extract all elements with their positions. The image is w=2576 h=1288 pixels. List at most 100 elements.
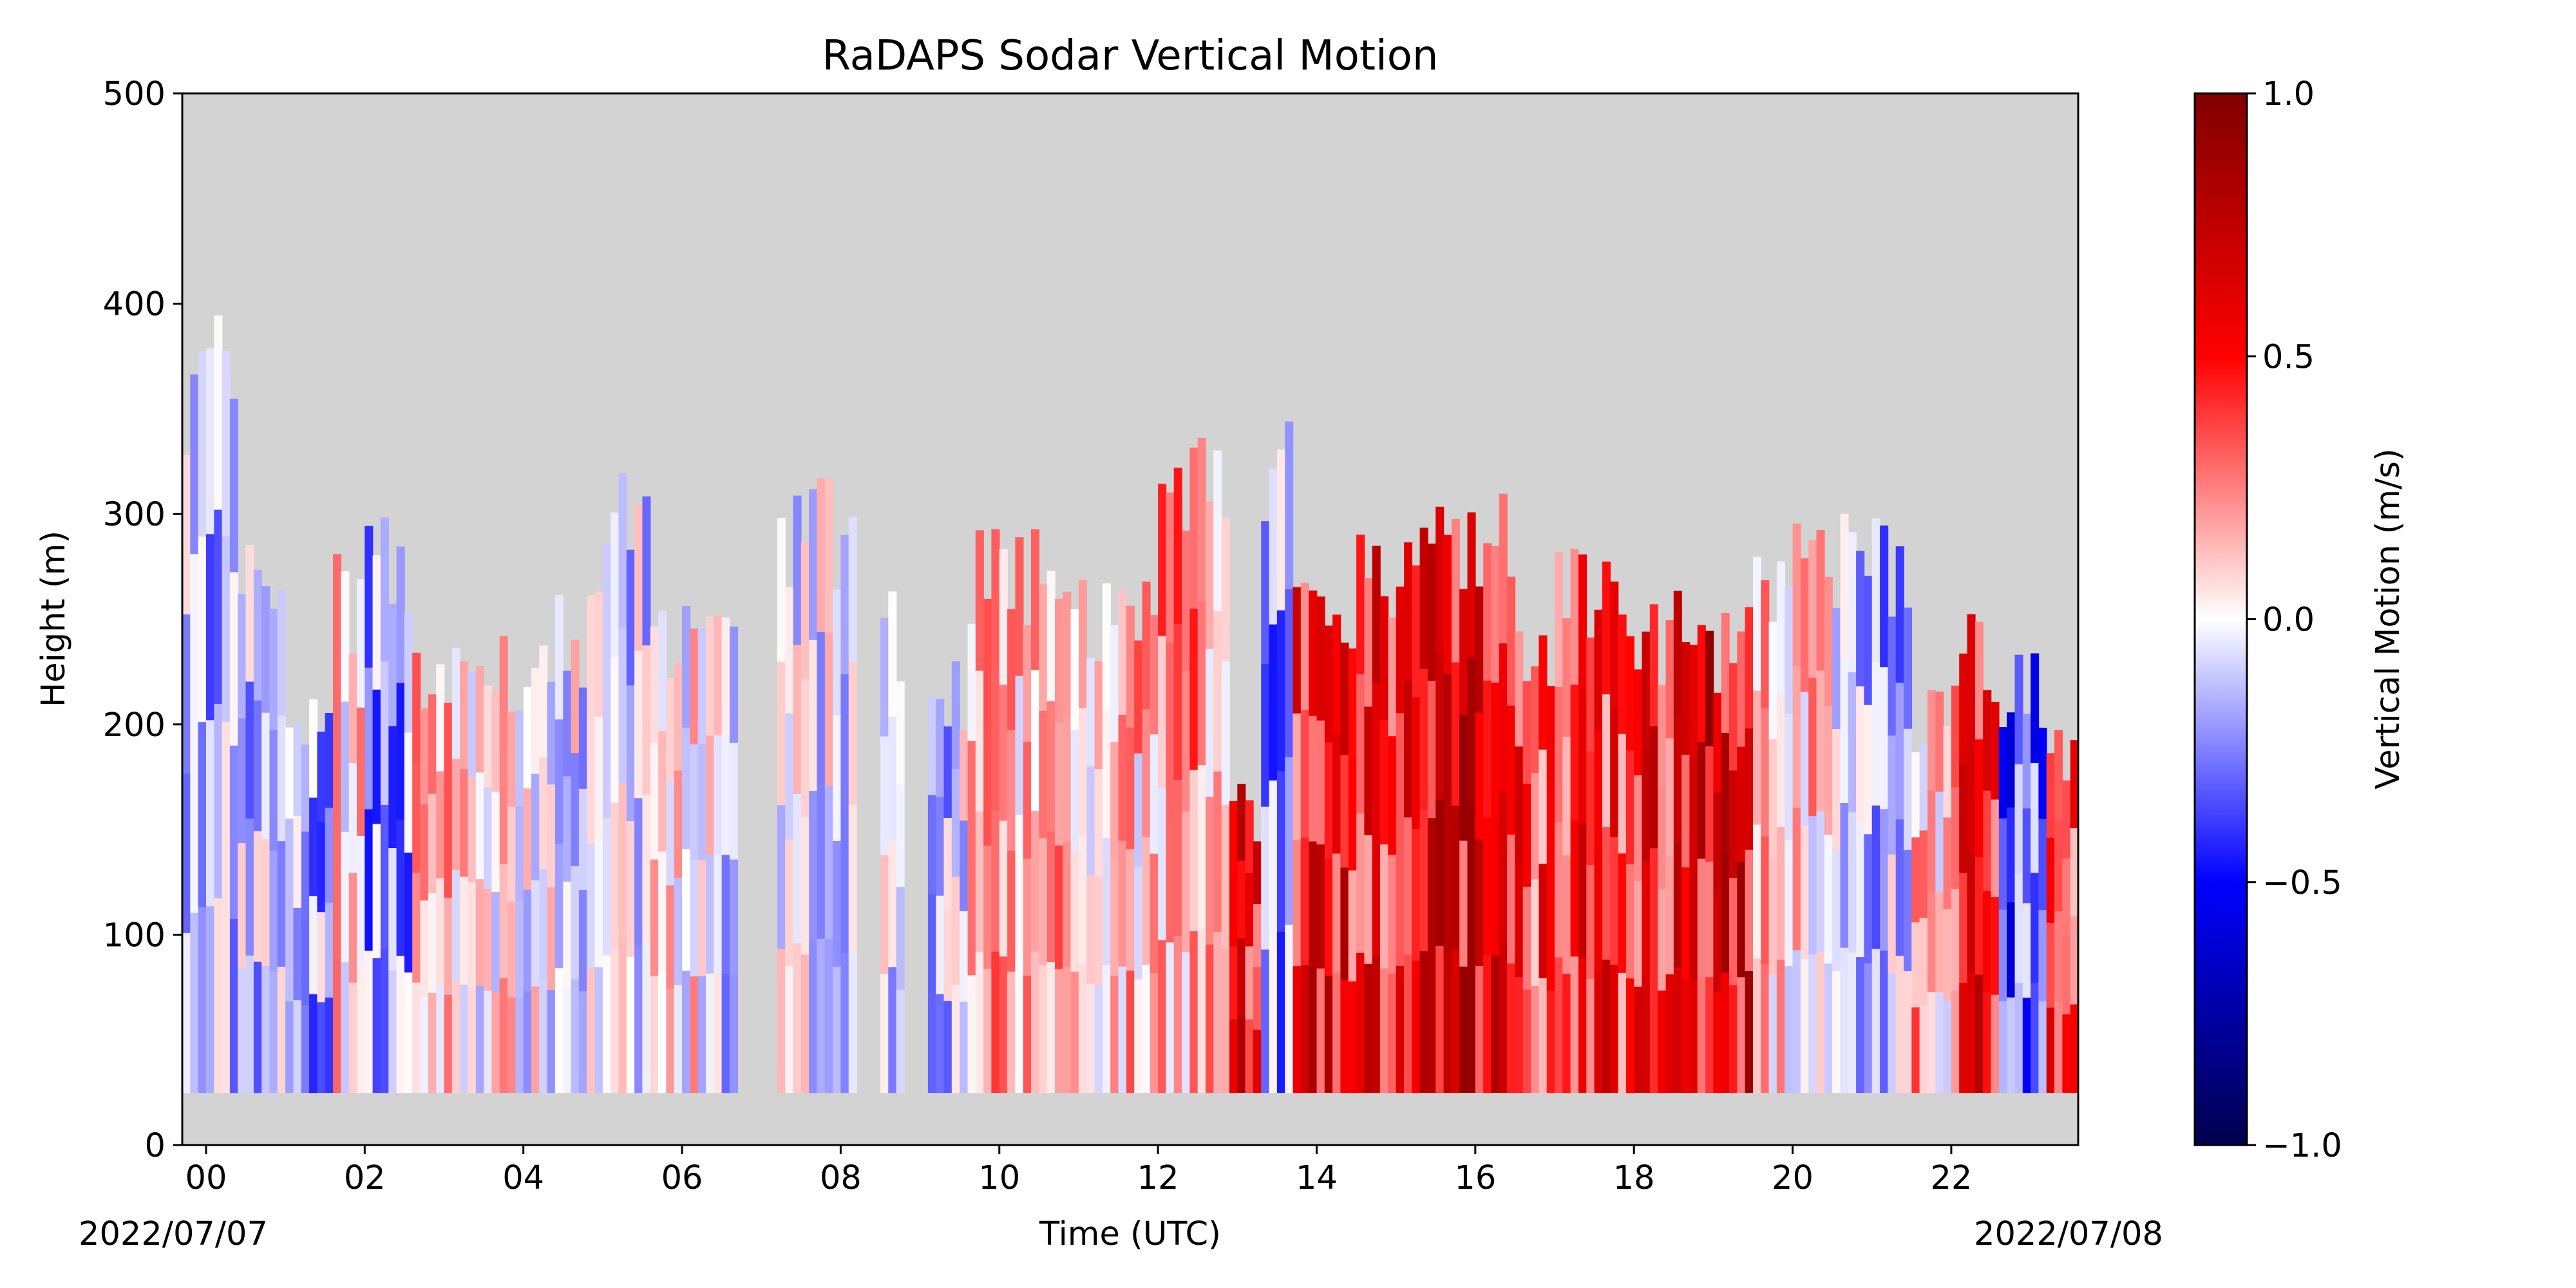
heatmap-cell: [690, 628, 699, 745]
heatmap-cell: [1221, 518, 1230, 662]
heatmap-cell: [1602, 827, 1611, 961]
heatmap-cell: [1396, 966, 1405, 1094]
heatmap-cell: [1911, 922, 1920, 1009]
heatmap-cell: [2014, 764, 2023, 875]
heatmap-cell: [372, 689, 381, 825]
heatmap-cell: [229, 745, 238, 920]
heatmap-cell: [1816, 952, 1825, 1094]
heatmap-cell: [936, 797, 945, 896]
heatmap-cell: [1808, 954, 1817, 1094]
heatmap-cell: [2031, 653, 2040, 764]
heatmap-cell: [578, 687, 587, 790]
heatmap-cell: [1364, 835, 1373, 965]
heatmap-cell: [253, 831, 262, 963]
heatmap-cell: [658, 972, 667, 1094]
heatmap-cell: [365, 951, 374, 1094]
heatmap-cell: [1094, 769, 1103, 878]
heatmap-cell: [880, 974, 889, 1094]
heatmap-cell: [793, 943, 802, 1094]
heatmap-cell: [1475, 586, 1484, 714]
heatmap-cell: [634, 504, 643, 652]
heatmap-cell: [2070, 740, 2078, 829]
heatmap-cell: [396, 683, 405, 820]
heatmap-cell: [420, 900, 429, 998]
heatmap-cell: [1189, 609, 1198, 771]
heatmap-cell: [2062, 1014, 2071, 1094]
heatmap-cell: [1356, 952, 1365, 1094]
heatmap-cell: [1078, 708, 1087, 837]
heatmap-cell: [697, 744, 706, 861]
heatmap-cell: [1197, 929, 1206, 1094]
heatmap-cell: [1745, 728, 1754, 851]
heatmap-cell: [404, 972, 413, 1094]
heatmap-cell: [325, 713, 334, 809]
heatmap-cell: [1015, 953, 1024, 1094]
heatmap-cell: [674, 770, 683, 878]
heatmap-cell: [1404, 542, 1413, 681]
heatmap-cell: [618, 628, 627, 784]
heatmap-cell: [1348, 870, 1357, 982]
heatmap-cell: [1459, 589, 1468, 715]
heatmap-cell: [1935, 791, 1944, 893]
heatmap-cell: [943, 818, 952, 910]
heatmap-cell: [1983, 891, 1992, 992]
heatmap-cell: [626, 821, 635, 958]
heatmap-cell: [1888, 616, 1897, 736]
heatmap-cell: [1142, 582, 1151, 710]
heatmap-cell: [1491, 682, 1500, 820]
heatmap-cell: [1539, 635, 1548, 750]
heatmap-cell: [182, 614, 191, 775]
heatmap-cell: [348, 762, 357, 874]
heatmap-cell: [1261, 949, 1270, 1094]
heatmap-cell: [1340, 980, 1349, 1094]
heatmap-cell: [1522, 681, 1531, 784]
heatmap-cell: [936, 994, 945, 1094]
heatmap-cell: [1300, 582, 1309, 711]
heatmap-cell: [1689, 980, 1698, 1094]
heatmap-cell: [531, 667, 540, 775]
heatmap-cell: [460, 876, 469, 985]
heatmap-column: [1229, 784, 1262, 1094]
heatmap-cell: [1658, 685, 1667, 788]
heatmap-cell: [674, 663, 683, 772]
heatmap-cell: [1625, 978, 1634, 1094]
heatmap-cell: [706, 973, 715, 1094]
heatmap-cell: [951, 985, 960, 1094]
heatmap-cell: [1309, 590, 1318, 717]
heatmap-cell: [190, 554, 199, 734]
heatmap-cell: [444, 995, 453, 1094]
heatmap-cell: [1522, 989, 1531, 1094]
heatmap-cell: [468, 671, 477, 777]
colorbar-tick-label: −0.5: [2262, 864, 2342, 902]
heatmap-cell: [1610, 709, 1619, 838]
heatmap-cell: [951, 876, 960, 985]
heatmap-cell: [800, 679, 810, 818]
heatmap-cell: [1459, 840, 1468, 967]
heatmap-cell: [1745, 607, 1754, 729]
heatmap-cell: [309, 699, 318, 799]
heatmap-cell: [1998, 818, 2007, 911]
heatmap-cell: [1348, 981, 1357, 1094]
heatmap-column: [1753, 523, 1833, 1094]
heatmap-cell: [1943, 1001, 1952, 1094]
heatmap-cell: [1007, 609, 1016, 731]
heatmap-cell: [967, 975, 976, 1094]
heatmap-cell: [1880, 951, 1889, 1094]
heatmap-cell: [1871, 949, 1880, 1094]
heatmap-cell: [785, 966, 794, 1094]
heatmap-cell: [1285, 757, 1294, 925]
heatmap-cell: [2007, 997, 2016, 1094]
heatmap-cell: [1261, 521, 1270, 665]
heatmap-cell: [1372, 682, 1381, 820]
heatmap-cell: [523, 788, 532, 891]
heatmap-cell: [531, 773, 540, 881]
heatmap-cell: [1300, 965, 1309, 1094]
heatmap-cell: [198, 907, 207, 1094]
heatmap-cell: [507, 902, 516, 998]
x-tick-label: 00: [185, 1159, 227, 1197]
heatmap-cell: [412, 652, 421, 764]
heatmap-cell: [1237, 1015, 1246, 1094]
heatmap-cell: [1515, 977, 1524, 1094]
heatmap-cell: [1070, 730, 1079, 851]
heatmap-cell: [1419, 810, 1428, 952]
